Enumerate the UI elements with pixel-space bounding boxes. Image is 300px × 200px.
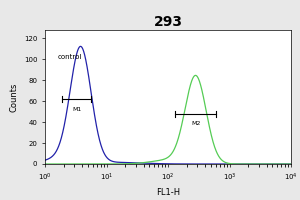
Y-axis label: Counts: Counts [9,82,18,112]
Text: M1: M1 [72,107,81,112]
Text: control: control [57,54,82,60]
Text: M2: M2 [191,121,200,126]
X-axis label: FL1-H: FL1-H [156,188,180,197]
Title: 293: 293 [154,15,182,29]
